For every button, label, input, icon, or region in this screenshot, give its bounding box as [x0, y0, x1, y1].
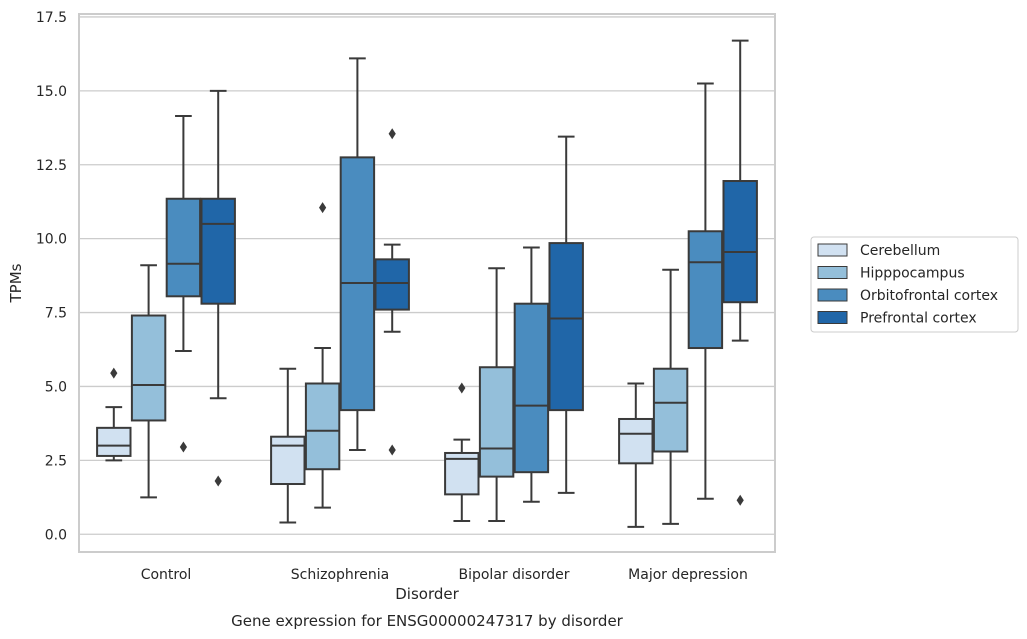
x-tick-label: Bipolar disorder — [458, 567, 569, 583]
box-iqr — [652, 367, 689, 453]
box-prefrontal-cortex-0 — [200, 89, 236, 487]
box-cerebellum-3 — [618, 382, 654, 528]
legend-swatch — [817, 243, 848, 257]
y-tick-label: 0.0 — [45, 527, 67, 543]
grid — [79, 16, 775, 535]
legend-swatch — [817, 311, 848, 324]
box-iqr — [548, 242, 584, 412]
legend-label: Hipppocampus — [860, 266, 965, 282]
x-tick-label: Control — [141, 567, 192, 583]
legend-frame — [810, 236, 1019, 333]
y-tick-label: 2.5 — [45, 453, 67, 469]
box-prefrontal-cortex-1 — [374, 128, 410, 456]
legend-label: Prefrontal cortex — [860, 311, 977, 327]
box-orbitofrontal-cortex-2 — [513, 246, 550, 503]
box-cerebellum-0 — [96, 367, 132, 462]
box-orbitofrontal-cortex-0 — [165, 114, 202, 453]
y-tick-label: 12.5 — [36, 158, 67, 174]
y-axis-label: TPMs — [7, 263, 25, 303]
x-tick-labels: Control Schizophrenia Bipolar disorder Majo… — [141, 567, 748, 583]
box-hipppocampus-2 — [478, 267, 515, 522]
box-iqr — [374, 258, 410, 311]
x-tick-label: Schizophrenia — [291, 567, 389, 583]
x-axis-label: Disorder — [395, 585, 459, 603]
box-orbitofrontal-cortex-3 — [687, 82, 724, 500]
box-iqr — [722, 180, 758, 304]
outlier-point — [179, 441, 187, 453]
box-iqr — [304, 382, 341, 471]
box-cerebellum-2 — [444, 382, 480, 522]
box-iqr — [513, 302, 550, 474]
outlier-point — [458, 382, 466, 394]
outlier-point — [214, 475, 222, 487]
outlier-point — [388, 128, 396, 140]
box-iqr — [687, 230, 724, 350]
y-tick-label: 15.0 — [36, 84, 67, 100]
box-prefrontal-cortex-3 — [722, 39, 758, 506]
box-iqr — [200, 197, 236, 305]
box-iqr — [96, 426, 132, 457]
legend-label: Cerebellum — [860, 243, 940, 259]
legend-swatch — [817, 266, 848, 279]
box-hipppocampus-3 — [652, 268, 689, 525]
box-iqr — [618, 417, 654, 465]
box-iqr — [165, 197, 202, 298]
box-orbitofrontal-cortex-1 — [339, 57, 376, 452]
box-hipppocampus-1 — [304, 202, 341, 509]
chart-title: Gene expression for ENSG00000247317 by d… — [231, 612, 624, 630]
x-tick-label: Major depression — [628, 567, 748, 583]
outlier-point — [319, 202, 327, 214]
y-tick-label: 17.5 — [36, 10, 67, 26]
outlier-point — [736, 494, 744, 506]
plot-frame — [78, 13, 776, 553]
box-iqr — [478, 366, 515, 478]
y-tick-label: 7.5 — [45, 306, 67, 322]
box-hipppocampus-0 — [130, 264, 167, 499]
y-tick-labels: 0.0 2.5 5.0 7.5 10.0 12.5 15.0 17.5 — [36, 10, 67, 543]
outlier-point — [388, 444, 396, 456]
legend-swatch — [817, 288, 848, 302]
box-cerebellum-1 — [270, 367, 306, 524]
y-tick-label: 5.0 — [45, 379, 67, 395]
y-tick-label: 10.0 — [36, 232, 67, 248]
box-iqr — [270, 435, 306, 486]
box-iqr — [130, 314, 167, 422]
legend: Cerebellum Hipppocampus Orbitofrontal cort… — [810, 236, 1019, 333]
outlier-point — [110, 367, 118, 379]
legend-label: Orbitofrontal cortex — [860, 288, 998, 304]
box-prefrontal-cortex-2 — [548, 135, 584, 494]
boxes — [96, 39, 758, 528]
